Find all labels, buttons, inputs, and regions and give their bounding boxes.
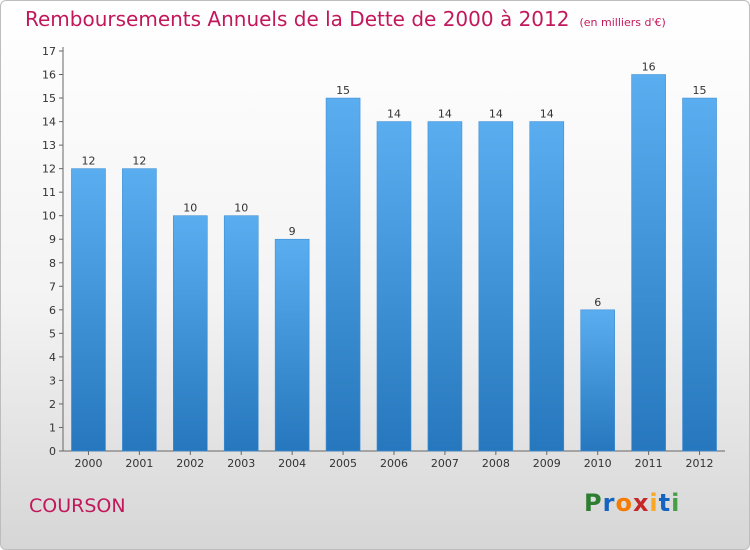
bar bbox=[223, 215, 259, 452]
logo-letter: i bbox=[649, 489, 659, 517]
x-tick-label: 2006 bbox=[380, 457, 408, 470]
data-label: 12 bbox=[81, 155, 95, 168]
data-label: 14 bbox=[438, 108, 452, 121]
data-label: 15 bbox=[336, 84, 350, 97]
y-tick-label: 14 bbox=[42, 116, 56, 129]
y-tick-label: 8 bbox=[49, 257, 56, 270]
commune-name: COURSON bbox=[29, 495, 126, 517]
x-tick-label: 2004 bbox=[278, 457, 306, 470]
data-label: 10 bbox=[234, 202, 248, 215]
bar bbox=[376, 121, 412, 452]
logo-letter: o bbox=[615, 489, 633, 517]
y-tick-label: 4 bbox=[49, 351, 56, 364]
y-tick-label: 7 bbox=[49, 280, 56, 293]
x-tick-label: 2005 bbox=[329, 457, 357, 470]
y-tick-label: 9 bbox=[49, 233, 56, 246]
chart-unit: (en milliers d'€) bbox=[579, 16, 666, 29]
chart-title-text: Remboursements Annuels de la Dette de 20… bbox=[25, 7, 570, 31]
bar bbox=[427, 121, 463, 452]
y-tick-label: 10 bbox=[42, 210, 56, 223]
x-tick-label: 2007 bbox=[431, 457, 459, 470]
bar bbox=[274, 238, 310, 452]
data-label: 14 bbox=[387, 108, 401, 121]
y-tick-label: 16 bbox=[42, 69, 56, 82]
x-tick-label: 2009 bbox=[533, 457, 561, 470]
chart-title: Remboursements Annuels de la Dette de 20… bbox=[25, 7, 666, 31]
y-tick-label: 3 bbox=[49, 374, 56, 387]
bar bbox=[631, 74, 666, 452]
data-label: 6 bbox=[594, 296, 601, 309]
y-tick-label: 11 bbox=[42, 186, 56, 199]
x-tick-label: 2002 bbox=[176, 457, 204, 470]
bar bbox=[122, 168, 157, 452]
y-tick-label: 0 bbox=[49, 445, 56, 458]
data-label: 16 bbox=[642, 61, 656, 74]
data-label: 14 bbox=[489, 108, 503, 121]
bar bbox=[682, 97, 717, 452]
y-tick-label: 6 bbox=[49, 304, 56, 317]
data-label: 12 bbox=[132, 155, 146, 168]
proxiti-logo: Proxiti bbox=[584, 489, 680, 517]
bar bbox=[580, 309, 615, 452]
y-tick-label: 12 bbox=[42, 163, 56, 176]
data-label: 14 bbox=[540, 108, 554, 121]
bar bbox=[478, 121, 514, 452]
x-tick-label: 2012 bbox=[686, 457, 714, 470]
data-label: 10 bbox=[183, 202, 197, 215]
x-tick-label: 2000 bbox=[74, 457, 102, 470]
x-tick-label: 2010 bbox=[584, 457, 612, 470]
y-tick-label: 1 bbox=[49, 421, 56, 434]
logo-letter: r bbox=[602, 489, 616, 517]
bar bbox=[173, 215, 208, 452]
logo-letter: t bbox=[658, 489, 672, 517]
x-tick-label: 2001 bbox=[125, 457, 153, 470]
data-label: 15 bbox=[693, 84, 707, 97]
x-tick-label: 2008 bbox=[482, 457, 510, 470]
x-tick-label: 2003 bbox=[227, 457, 255, 470]
x-tick-label: 2011 bbox=[635, 457, 663, 470]
bar bbox=[529, 121, 565, 452]
logo-letter: i bbox=[671, 489, 681, 517]
y-tick-label: 17 bbox=[42, 45, 56, 58]
y-tick-label: 13 bbox=[42, 139, 56, 152]
bar bbox=[71, 168, 106, 452]
y-tick-label: 2 bbox=[49, 398, 56, 411]
bar bbox=[325, 97, 361, 452]
logo-letter: x bbox=[632, 489, 650, 517]
y-tick-label: 15 bbox=[42, 92, 56, 105]
data-label: 9 bbox=[289, 225, 296, 238]
logo-letter: P bbox=[584, 489, 603, 517]
y-tick-label: 5 bbox=[49, 327, 56, 340]
